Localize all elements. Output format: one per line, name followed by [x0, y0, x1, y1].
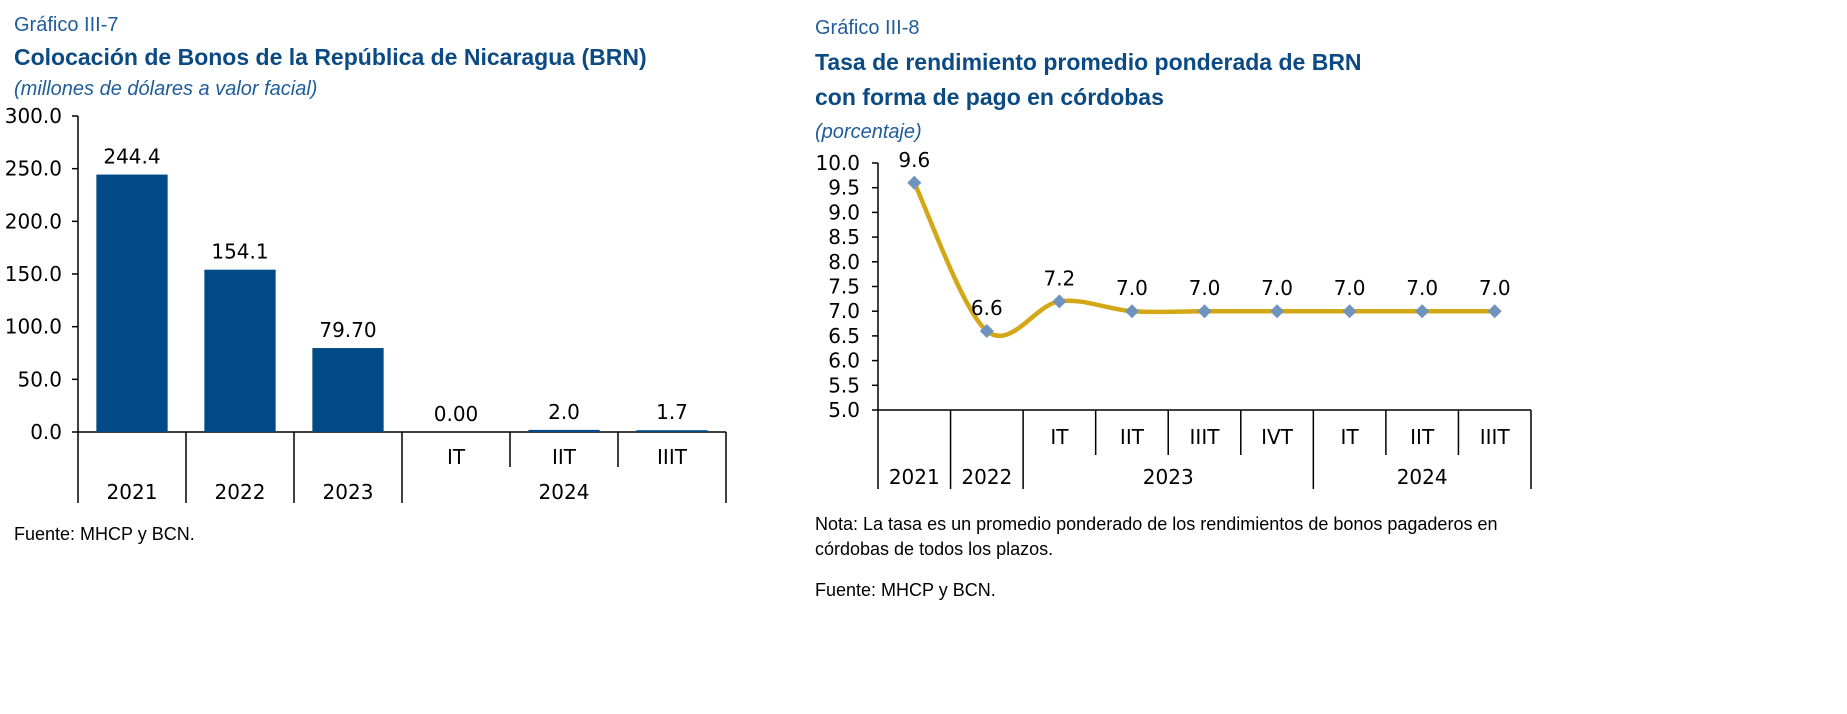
- bar: [528, 429, 600, 432]
- data-point-marker: [1197, 304, 1212, 319]
- chart2-source: Fuente: MHCP y BCN.: [815, 580, 996, 600]
- y-tick-label: 9.5: [828, 176, 860, 200]
- x-category-label: 2021: [889, 465, 940, 489]
- chart2-unit: (porcentaje): [815, 121, 922, 143]
- y-tick-label: 50.0: [17, 367, 62, 391]
- x-category-label: IT: [447, 445, 466, 469]
- y-tick-label: 5.0: [828, 398, 860, 422]
- bar: [204, 269, 276, 432]
- data-point-marker: [1342, 304, 1357, 319]
- x-category-label: IIT: [552, 445, 577, 469]
- data-point-label: 7.0: [1334, 276, 1366, 300]
- x-category-label: IIIT: [1190, 425, 1221, 449]
- data-point-label: 6.6: [971, 296, 1003, 320]
- y-tick-label: 250.0: [5, 157, 62, 181]
- bar-value-label: 79.70: [319, 318, 376, 342]
- x-group-label: 2024: [539, 480, 590, 504]
- x-category-label: 2022: [215, 480, 266, 504]
- data-point-label: 7.0: [1479, 276, 1511, 300]
- line-chart: 5.05.56.06.57.07.58.08.59.09.510.0 9.66.6…: [815, 148, 1532, 489]
- x-category-label: 2022: [961, 465, 1012, 489]
- chart2-note-line2: córdobas de todos los plazos.: [815, 539, 1054, 559]
- bar-value-label: 244.4: [103, 145, 160, 169]
- x-category-label: IIIT: [657, 445, 688, 469]
- data-point-marker: [1487, 304, 1502, 319]
- x-group-label: 2024: [1397, 465, 1448, 489]
- y-tick-label: 300.0: [5, 104, 62, 128]
- data-point-marker: [1124, 304, 1139, 319]
- y-tick-label: 7.0: [828, 299, 860, 323]
- x-category-label: IT: [1050, 425, 1069, 449]
- chart2-title-line2: con forma de pago en córdobas: [815, 84, 1164, 110]
- data-point-label: 7.0: [1261, 276, 1293, 300]
- chart2-title-line1: Tasa de rendimiento promedio ponderada d…: [815, 49, 1362, 75]
- data-point-marker: [907, 175, 922, 190]
- x-category-label: 2021: [107, 480, 158, 504]
- x-group-label: 2023: [1143, 465, 1194, 489]
- x-category-label: IVT: [1261, 425, 1294, 449]
- data-point-marker: [979, 323, 994, 338]
- chart1-figure-label: Gráfico III-7: [14, 14, 119, 36]
- x-category-label: 2023: [323, 480, 374, 504]
- x-category-label: IT: [1341, 425, 1360, 449]
- data-point-marker: [1052, 294, 1067, 309]
- y-tick-label: 200.0: [5, 209, 62, 233]
- y-tick-label: 6.0: [828, 349, 860, 373]
- data-point-label: 9.6: [898, 148, 930, 172]
- chart2-note-line1: Nota: La tasa es un promedio ponderado d…: [815, 514, 1498, 534]
- bar: [312, 348, 384, 432]
- x-category-label: IIT: [1120, 425, 1145, 449]
- y-tick-label: 100.0: [5, 315, 62, 339]
- y-tick-label: 5.5: [828, 373, 860, 397]
- data-point-marker: [1415, 304, 1430, 319]
- bar-chart: 0.0 50.0 100.0 150.0 200.0 250.0 300.0 244.4 154…: [5, 104, 727, 504]
- y-tick-label: 0.0: [30, 420, 62, 444]
- bar-value-label: 1.7: [656, 400, 688, 424]
- x-category-label: IIT: [1410, 425, 1435, 449]
- data-point-marker: [1270, 304, 1285, 319]
- bar-value-label: 2.0: [548, 400, 580, 424]
- y-tick-label: 8.5: [828, 225, 860, 249]
- y-tick-label: 8.0: [828, 250, 860, 274]
- data-point-label: 7.2: [1043, 266, 1075, 290]
- y-tick-label: 6.5: [828, 324, 860, 348]
- bar: [96, 174, 168, 432]
- bar-value-label: 0.00: [434, 402, 479, 426]
- data-point-label: 7.0: [1189, 276, 1221, 300]
- chart1-unit: (millones de dólares a valor facial): [14, 78, 318, 100]
- y-tick-label: 150.0: [5, 262, 62, 286]
- data-point-label: 7.0: [1116, 276, 1148, 300]
- chart2-figure-label: Gráfico III-8: [815, 17, 920, 39]
- bar-value-label: 154.1: [211, 240, 268, 264]
- chart1-source: Fuente: MHCP y BCN.: [14, 524, 195, 544]
- data-point-label: 7.0: [1406, 276, 1438, 300]
- y-tick-label: 9.0: [828, 200, 860, 224]
- x-category-label: IIIT: [1480, 425, 1511, 449]
- y-tick-label: 7.5: [828, 275, 860, 299]
- bar: [636, 430, 708, 432]
- y-tick-label: 10.0: [815, 151, 860, 175]
- chart1-title: Colocación de Bonos de la República de N…: [14, 44, 647, 70]
